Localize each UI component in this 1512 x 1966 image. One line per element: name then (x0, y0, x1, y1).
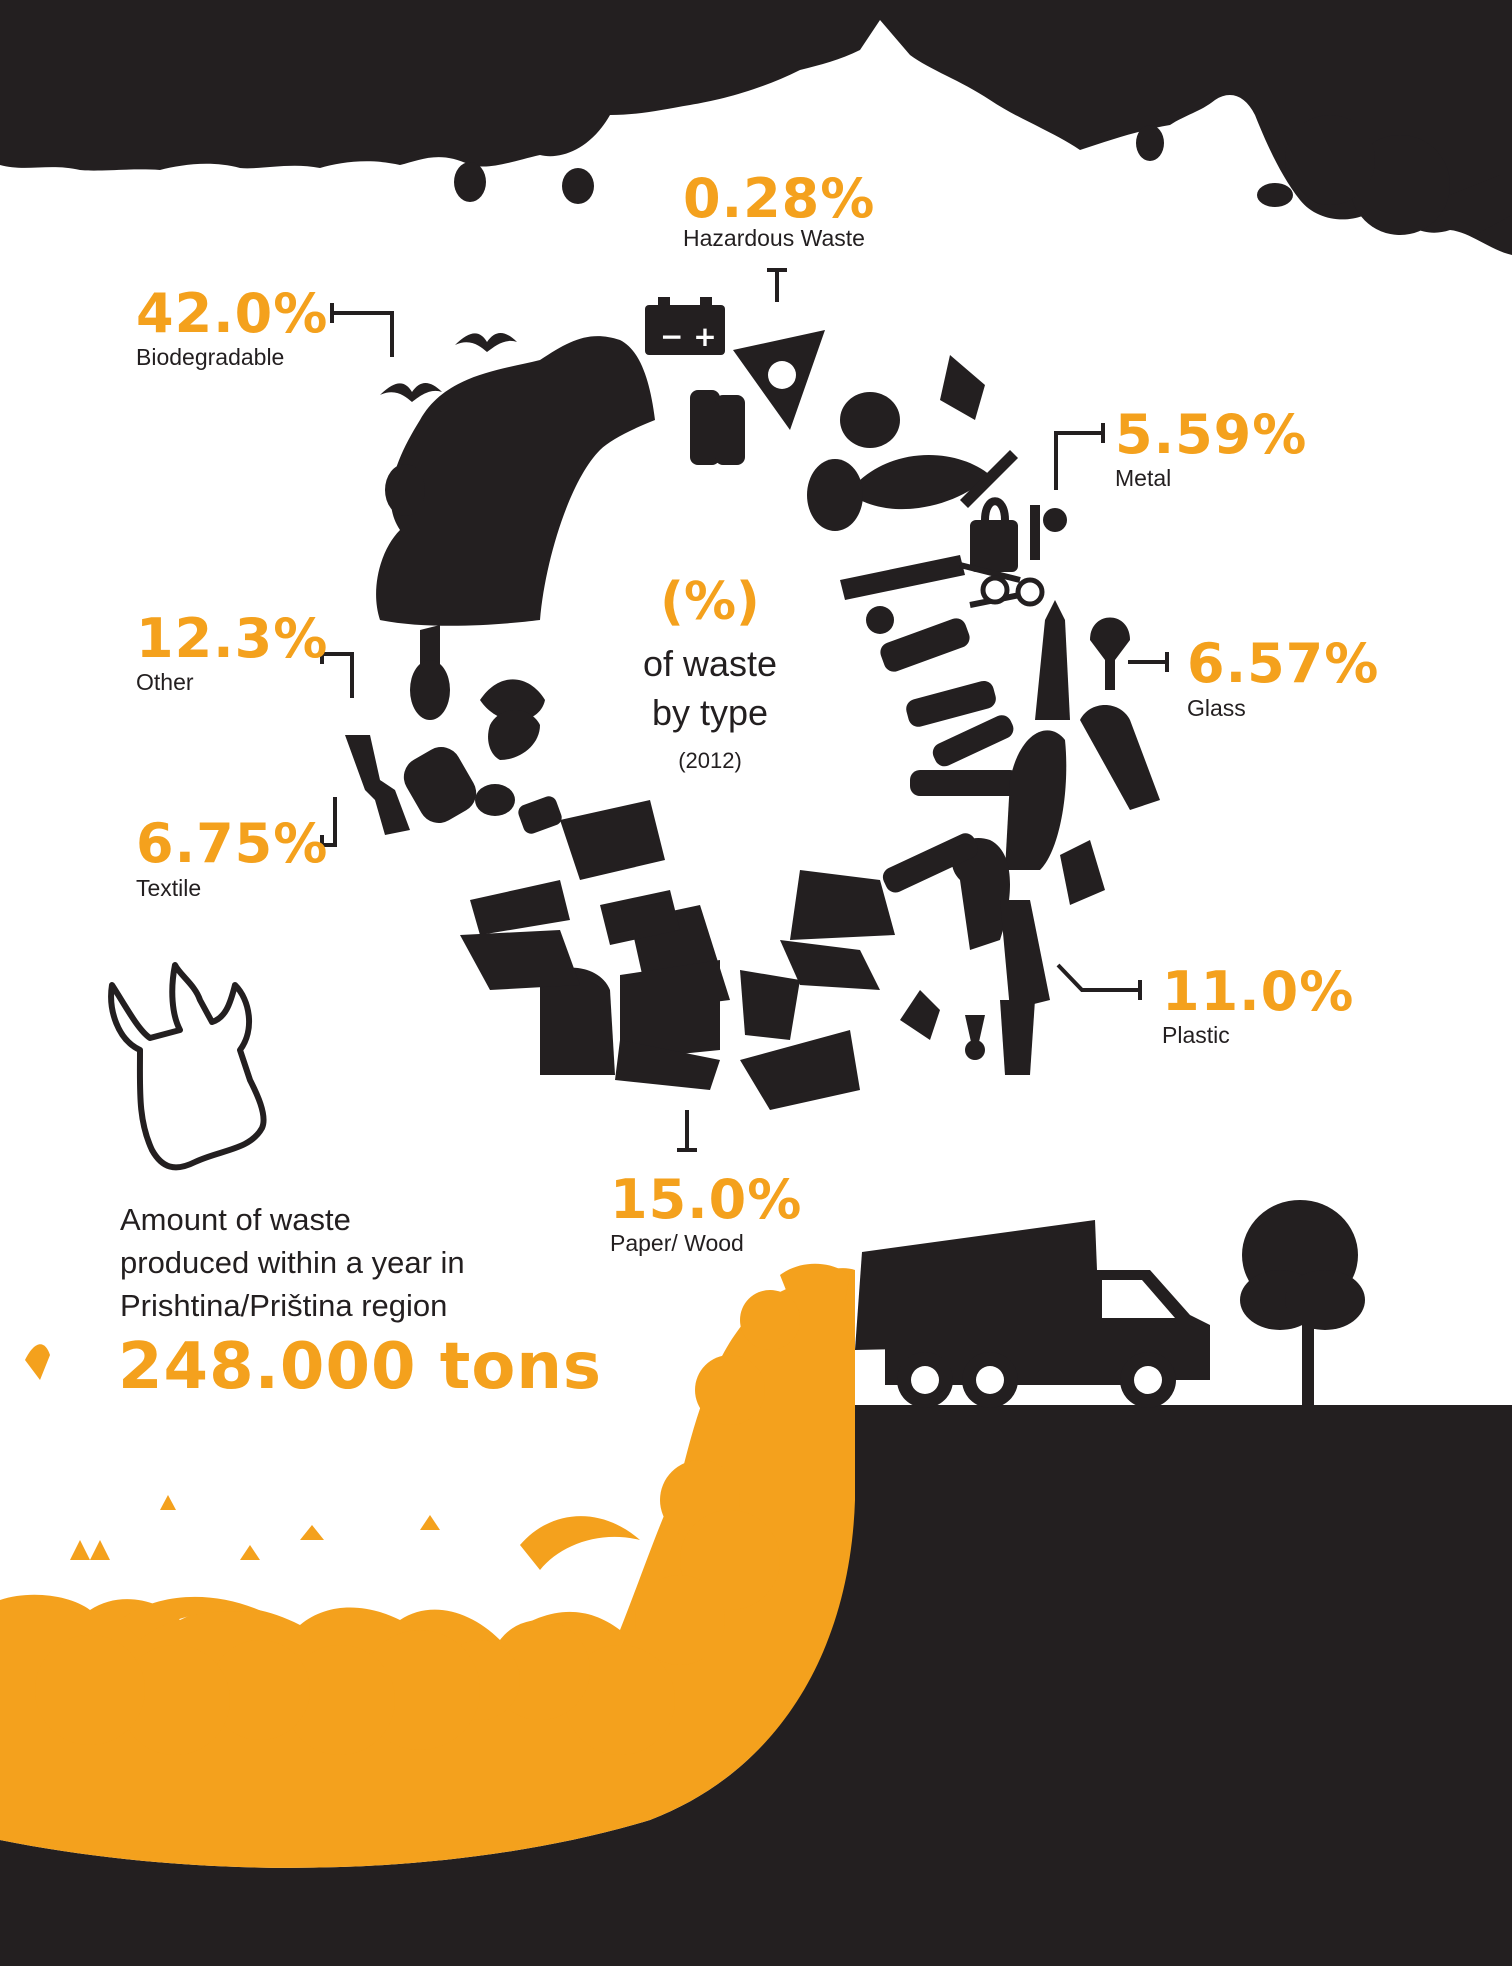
paper-label: Paper/ Wood (610, 1230, 744, 1256)
center-year: (2012) (678, 748, 742, 773)
biodegradable-bag-shape (376, 336, 655, 626)
waste-ring: − + (345, 297, 1160, 1110)
amount-value: 248.000 tons (118, 1330, 602, 1404)
plastic-bag-icon (108, 962, 267, 1171)
center-line-1: of waste (642, 643, 778, 684)
fish-icon (820, 455, 990, 520)
bird-icon (380, 383, 442, 402)
garbage-truck-icon (855, 1220, 1210, 1408)
top-garbage-silhouette (0, 0, 1512, 255)
textile-percent: 6.75% (136, 812, 329, 875)
metal-percent: 5.59% (1115, 403, 1308, 466)
amount-line-2: produced within a year in (120, 1245, 465, 1280)
tree-icon (1240, 1200, 1365, 1405)
amount-line-1: Amount of waste (120, 1202, 351, 1237)
textile-label: Textile (136, 875, 202, 901)
battery-icon (645, 305, 725, 355)
plastic-percent: 11.0% (1162, 960, 1355, 1023)
amount-line-3: Prishtina/Priština region (120, 1288, 448, 1323)
other-label: Other (136, 669, 194, 695)
metal-label: Metal (1115, 465, 1172, 491)
glass-label: Glass (1187, 695, 1246, 721)
plastic-label: Plastic (1162, 1022, 1230, 1048)
leader-lines (320, 268, 1169, 1152)
svg-text:− +: − + (660, 320, 717, 353)
orange-debris (25, 1263, 850, 1755)
paper-percent: 15.0% (610, 1168, 803, 1231)
hazardous-percent: 0.28% (683, 167, 876, 230)
bottle-icon (1035, 600, 1070, 720)
top-bags (454, 115, 1512, 235)
biodegradable-percent: 42.0% (136, 282, 329, 345)
newspaper-icon (560, 800, 665, 880)
center-percent-sign: (%) (660, 572, 760, 632)
biodegradable-label: Biodegradable (136, 344, 285, 370)
center-line-2: by type (651, 692, 769, 733)
ground-silhouette (0, 1405, 1512, 1966)
hazardous-label: Hazardous Waste (683, 225, 865, 251)
glass-percent: 6.57% (1187, 632, 1380, 695)
other-percent: 12.3% (136, 607, 329, 670)
amount-description: Amount of waste produced within a year i… (120, 1198, 680, 1327)
